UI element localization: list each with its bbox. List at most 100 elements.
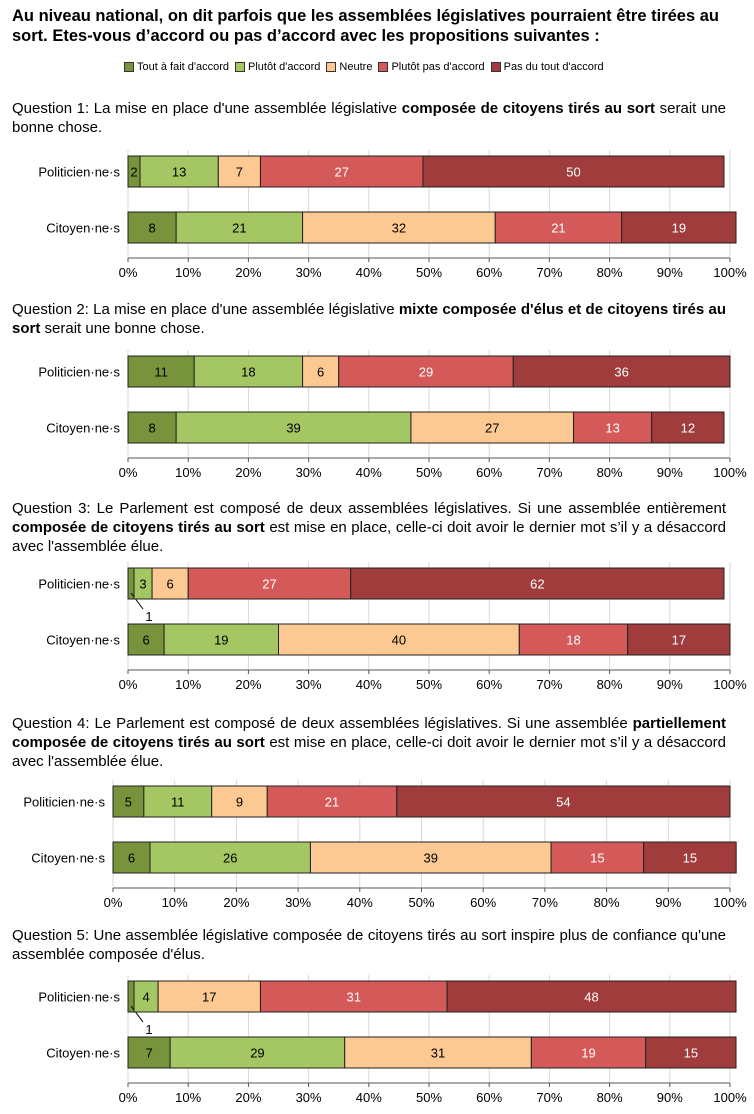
legend-swatch bbox=[378, 62, 389, 72]
x-tick-label: 0% bbox=[119, 1090, 138, 1105]
bar-segment bbox=[127, 1036, 171, 1069]
legend-item: Neutre bbox=[326, 61, 372, 73]
bar-segment bbox=[344, 1036, 532, 1069]
legend-label: Tout à fait d'accord bbox=[137, 61, 229, 73]
x-tick-label: 60% bbox=[476, 1090, 502, 1105]
bar-segment bbox=[163, 623, 279, 656]
callout-line bbox=[130, 592, 144, 610]
x-tick-label: 70% bbox=[536, 677, 562, 692]
data-label: 9 bbox=[236, 795, 243, 810]
data-label: 21 bbox=[325, 795, 339, 810]
data-label: 15 bbox=[590, 851, 604, 866]
question-text-part: Question 4: Le Parlement est composé de … bbox=[12, 715, 633, 732]
bar-segment bbox=[550, 841, 645, 874]
bar-segment bbox=[572, 411, 653, 444]
data-label: 6 bbox=[317, 365, 324, 380]
question-3-text: Question 3: Le Parlement est composé de … bbox=[12, 499, 726, 556]
legend-label: Neutre bbox=[339, 61, 373, 73]
bar-segment bbox=[127, 623, 165, 656]
x-tick-label: 50% bbox=[408, 895, 434, 910]
legend-label: Pas du tout d'accord bbox=[503, 61, 604, 73]
data-label: 29 bbox=[419, 365, 433, 380]
question-2-text: Question 2: La mise en place d'une assem… bbox=[12, 300, 726, 338]
x-tick-label: 100% bbox=[713, 465, 747, 480]
data-label: 12 bbox=[681, 421, 695, 436]
x-tick-label: 80% bbox=[597, 265, 623, 280]
data-label: 18 bbox=[241, 365, 255, 380]
chart-question-3: Politicien·ne·s 1 3 6 27 62 Citoyen·ne·s 6 19 40 1… bbox=[0, 562, 754, 694]
bar-segment bbox=[518, 623, 629, 656]
category-label: Citoyen·ne·s bbox=[31, 851, 105, 866]
bar-segment bbox=[494, 211, 623, 244]
chart-svg: Politicien·ne·s 1 3 6 27 62 Citoyen·ne·s 6 19 40 1… bbox=[38, 562, 747, 692]
data-label: 17 bbox=[672, 633, 686, 648]
bar-segment bbox=[645, 1036, 737, 1069]
bar-segment bbox=[302, 355, 340, 388]
data-label: 62 bbox=[530, 577, 544, 592]
x-tick-label: 100% bbox=[713, 265, 747, 280]
data-label: 54 bbox=[556, 795, 570, 810]
data-label: 8 bbox=[148, 421, 155, 436]
bar-segment bbox=[139, 155, 219, 188]
x-tick-label: 30% bbox=[296, 677, 322, 692]
data-label: 31 bbox=[431, 1046, 445, 1061]
bar-segment bbox=[157, 980, 261, 1013]
x-tick-label: 30% bbox=[296, 465, 322, 480]
x-tick-label: 20% bbox=[235, 465, 261, 480]
data-label: 6 bbox=[167, 577, 174, 592]
data-label: 21 bbox=[232, 221, 246, 236]
question-1-text: Question 1: La mise en place d'une assem… bbox=[12, 99, 726, 137]
x-tick-label: 0% bbox=[104, 895, 123, 910]
data-label: 32 bbox=[392, 221, 406, 236]
data-label: 6 bbox=[128, 851, 135, 866]
legend-label: Plutôt pas d'accord bbox=[391, 61, 485, 73]
data-label: 48 bbox=[584, 990, 598, 1005]
data-label: 13 bbox=[605, 421, 619, 436]
question-text-part: est mise en place, celle-ci doit avoir l… bbox=[12, 519, 727, 555]
data-label: 11 bbox=[171, 795, 185, 810]
x-tick-label: 70% bbox=[536, 465, 562, 480]
bar-segment bbox=[259, 980, 448, 1013]
x-tick-label: 40% bbox=[356, 465, 382, 480]
x-tick-label: 40% bbox=[356, 1090, 382, 1105]
bar-segment bbox=[422, 155, 725, 188]
data-label: 2 bbox=[130, 165, 137, 180]
chart-question-5: Politicien·ne·s 1 4 17 31 48 Citoyen·ne·s 7 29 31… bbox=[0, 975, 754, 1107]
x-tick-label: 80% bbox=[597, 677, 623, 692]
bar-segment bbox=[396, 785, 731, 818]
chart-question-1: Politicien·ne·s 2 13 7 27 50 Citoyen·ne·s 8 21 32… bbox=[0, 150, 754, 282]
x-tick-label: 40% bbox=[356, 265, 382, 280]
bar-segment bbox=[446, 980, 737, 1013]
x-tick-label: 20% bbox=[235, 677, 261, 692]
data-label: 1 bbox=[145, 609, 152, 624]
x-tick-label: 60% bbox=[476, 677, 502, 692]
legend-item: Plutôt pas d'accord bbox=[378, 61, 485, 73]
data-label: 50 bbox=[566, 165, 580, 180]
bar-segment bbox=[175, 411, 412, 444]
question-text-bold: composée de citoyens tirés au sort bbox=[401, 100, 656, 117]
bar-segment bbox=[512, 355, 731, 388]
legend: Tout à fait d'accord Plutôt d'accord Neu… bbox=[124, 60, 610, 74]
data-label: 8 bbox=[148, 221, 155, 236]
bar-segment bbox=[309, 841, 552, 874]
x-tick-label: 30% bbox=[296, 1090, 322, 1105]
x-tick-label: 50% bbox=[416, 265, 442, 280]
x-tick-label: 60% bbox=[476, 465, 502, 480]
x-tick-label: 100% bbox=[713, 1090, 747, 1105]
bar-segment bbox=[266, 785, 398, 818]
x-tick-label: 10% bbox=[175, 677, 201, 692]
bar-segment bbox=[621, 211, 737, 244]
data-label: 5 bbox=[125, 795, 132, 810]
category-label: Citoyen·ne·s bbox=[46, 633, 120, 648]
data-label: 31 bbox=[347, 990, 361, 1005]
question-text-part: serait une bonne chose. bbox=[40, 320, 205, 337]
question-text-bold: partiellement composée de citoyens tirés… bbox=[12, 715, 726, 751]
legend-swatch bbox=[124, 62, 134, 72]
x-tick-label: 90% bbox=[657, 677, 683, 692]
data-label: 19 bbox=[581, 1046, 595, 1061]
x-tick-label: 90% bbox=[657, 465, 683, 480]
data-label: 27 bbox=[485, 421, 499, 436]
data-label: 27 bbox=[262, 577, 276, 592]
x-tick-label: 40% bbox=[347, 895, 373, 910]
x-tick-label: 20% bbox=[223, 895, 249, 910]
